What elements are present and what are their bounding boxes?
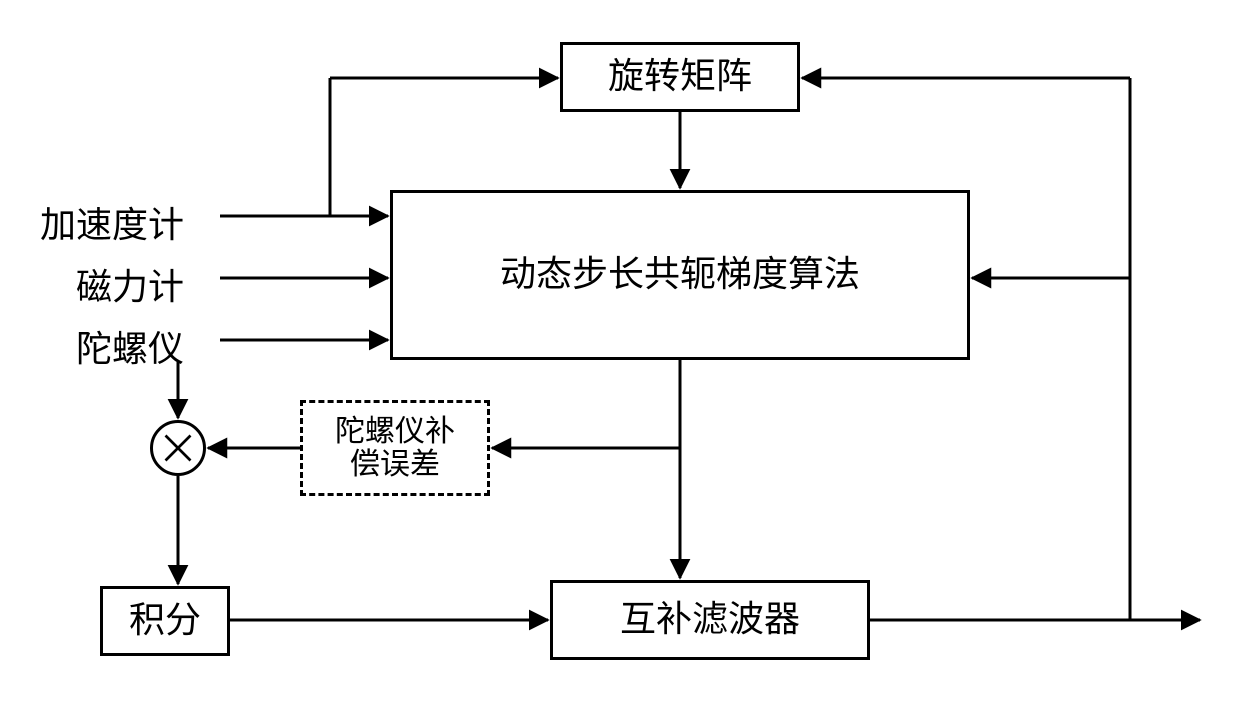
node-integral-label: 积分 <box>129 601 201 641</box>
label-gyroscope: 陀螺仪 <box>76 320 184 372</box>
label-accelerometer: 加速度计 <box>40 196 184 248</box>
node-rotation-matrix-label: 旋转矩阵 <box>608 57 752 97</box>
node-algorithm-label: 动态步长共轭梯度算法 <box>500 255 860 295</box>
node-gyro-comp-label: 陀螺仪补 偿误差 <box>335 415 455 481</box>
node-comp-filter-label: 互补滤波器 <box>620 600 800 640</box>
multiplier-icon <box>153 420 203 476</box>
label-magnetometer-text: 磁力计 <box>76 267 184 307</box>
node-integral: 积分 <box>100 586 230 656</box>
node-algorithm: 动态步长共轭梯度算法 <box>390 190 970 360</box>
node-multiplier <box>150 420 206 476</box>
node-rotation-matrix: 旋转矩阵 <box>560 42 800 112</box>
label-magnetometer: 磁力计 <box>76 258 184 310</box>
node-gyro-comp: 陀螺仪补 偿误差 <box>300 400 490 496</box>
label-gyroscope-text: 陀螺仪 <box>76 329 184 369</box>
label-accelerometer-text: 加速度计 <box>40 205 184 245</box>
diagram-canvas: 旋转矩阵 动态步长共轭梯度算法 陀螺仪补 偿误差 积分 互补滤波器 加速度计 磁… <box>0 0 1240 718</box>
node-comp-filter: 互补滤波器 <box>550 580 870 660</box>
